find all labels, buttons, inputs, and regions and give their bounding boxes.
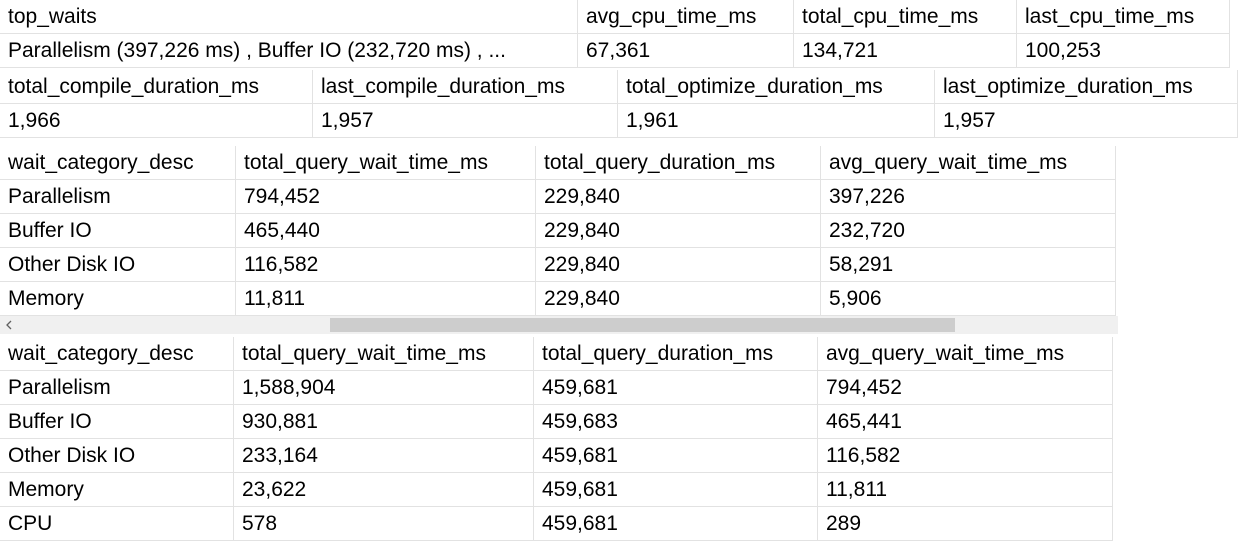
grid-cell[interactable]: 233,164 [234,439,534,473]
column-header[interactable]: avg_cpu_time_ms [578,0,794,34]
column-header[interactable]: avg_query_wait_time_ms [818,337,1113,371]
grid-cell[interactable]: 134,721 [794,34,1017,68]
scroll-left-arrow[interactable] [2,316,16,334]
grid-cell[interactable]: 232,720 [821,214,1116,248]
grid-cell[interactable]: 459,681 [534,371,818,405]
column-header[interactable]: top_waits [0,0,578,34]
grid-cell[interactable]: Parallelism (397,226 ms) , Buffer IO (23… [0,34,578,68]
scroll-thumb[interactable] [330,318,955,332]
grid-cell[interactable]: 794,452 [818,371,1113,405]
column-header[interactable]: total_query_wait_time_ms [234,337,534,371]
grid-cell[interactable]: Memory [0,282,236,316]
column-header[interactable]: total_query_duration_ms [536,146,821,180]
grid-cell[interactable]: 23,622 [234,473,534,507]
grid-cell[interactable]: 465,441 [818,405,1113,439]
grid-cell[interactable]: 116,582 [236,248,536,282]
grid-cell[interactable]: 11,811 [236,282,536,316]
grid-cell[interactable]: 1,957 [935,104,1238,138]
grid-cell[interactable]: 100,253 [1017,34,1230,68]
grid-cell[interactable]: 794,452 [236,180,536,214]
grid-cell[interactable]: 229,840 [536,282,821,316]
grid-cell[interactable]: Memory [0,473,234,507]
column-header[interactable]: last_cpu_time_ms [1017,0,1230,34]
grid-cell[interactable]: Parallelism [0,371,234,405]
column-header[interactable]: last_optimize_duration_ms [935,70,1238,104]
grid-cell[interactable]: Other Disk IO [0,248,236,282]
column-header[interactable]: wait_category_desc [0,146,236,180]
grid-cell[interactable]: 930,881 [234,405,534,439]
grid-cell[interactable]: 459,681 [534,507,818,541]
grid-cell[interactable]: Other Disk IO [0,439,234,473]
grid-cell[interactable]: 397,226 [821,180,1116,214]
grid-cell[interactable]: 1,957 [313,104,618,138]
column-header[interactable]: total_cpu_time_ms [794,0,1017,34]
column-header[interactable]: total_compile_duration_ms [0,70,313,104]
grid-cell[interactable]: Parallelism [0,180,236,214]
grid-cell[interactable]: 1,588,904 [234,371,534,405]
grid-cell[interactable]: 116,582 [818,439,1113,473]
grid-cell[interactable]: 67,361 [578,34,794,68]
grid-cell[interactable]: 459,681 [534,439,818,473]
grid-cell[interactable]: 1,966 [0,104,313,138]
column-header[interactable]: total_query_wait_time_ms [236,146,536,180]
grid-cell[interactable]: 229,840 [536,214,821,248]
grid-cell[interactable]: Buffer IO [0,405,234,439]
grid-cell[interactable]: 58,291 [821,248,1116,282]
horizontal-scrollbar[interactable] [0,316,1118,334]
grid-cell[interactable]: CPU [0,507,234,541]
column-header[interactable]: avg_query_wait_time_ms [821,146,1116,180]
grid-cell[interactable]: 229,840 [536,248,821,282]
grid-cell[interactable]: 459,681 [534,473,818,507]
column-header[interactable]: last_compile_duration_ms [313,70,618,104]
grid-cell[interactable]: 11,811 [818,473,1113,507]
column-header[interactable]: wait_category_desc [0,337,234,371]
grid-cell[interactable]: 1,961 [618,104,935,138]
column-header[interactable]: total_optimize_duration_ms [618,70,935,104]
grid-cell[interactable]: Buffer IO [0,214,236,248]
grid-cell[interactable]: 229,840 [536,180,821,214]
grid-cell[interactable]: 459,683 [534,405,818,439]
column-header[interactable]: total_query_duration_ms [534,337,818,371]
grid-cell[interactable]: 289 [818,507,1113,541]
grid-cell[interactable]: 5,906 [821,282,1116,316]
grid-cell[interactable]: 465,440 [236,214,536,248]
grid-cell[interactable]: 578 [234,507,534,541]
